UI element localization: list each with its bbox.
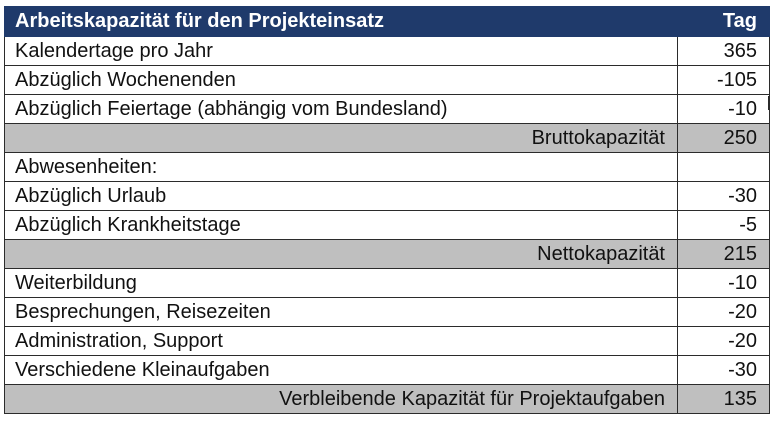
row-label[interactable]: Abzüglich Urlaub — [4, 181, 678, 211]
subtotal-row: Nettokapazität 215 — [4, 239, 770, 269]
unit-column-header: Tag — [677, 6, 770, 37]
row-value[interactable]: -20 — [677, 297, 770, 327]
row-value[interactable]: -10 — [677, 94, 770, 124]
row-label[interactable]: Kalendertage pro Jahr — [4, 36, 678, 66]
capacity-table-container: Arbeitskapazität für den Projekteinsatz … — [4, 6, 770, 414]
subtotal-label[interactable]: Bruttokapazität — [4, 123, 678, 153]
subtotal-value[interactable]: 250 — [677, 123, 770, 153]
row-label[interactable]: Verschiedene Kleinaufgaben — [4, 355, 678, 385]
subtotal-label[interactable]: Verbleibende Kapazität für Projektaufgab… — [4, 384, 678, 414]
row-value[interactable]: -30 — [677, 355, 770, 385]
row-value[interactable]: 365 — [677, 36, 770, 66]
row-label[interactable]: Administration, Support — [4, 326, 678, 356]
row-label[interactable]: Weiterbildung — [4, 268, 678, 298]
table-row: Abzüglich Krankheitstage -5 — [4, 210, 770, 240]
cell-border-fragment — [768, 96, 769, 110]
table-title: Arbeitskapazität für den Projekteinsatz — [4, 6, 678, 37]
row-label[interactable]: Abzüglich Wochenenden — [4, 65, 678, 95]
table-header-row: Arbeitskapazität für den Projekteinsatz … — [4, 6, 770, 37]
table-row: Abzüglich Feiertage (abhängig vom Bundes… — [4, 94, 770, 124]
subtotal-value[interactable]: 135 — [677, 384, 770, 414]
table-body: Kalendertage pro Jahr 365 Abzüglich Woch… — [4, 36, 770, 414]
subtotal-row: Verbleibende Kapazität für Projektaufgab… — [4, 384, 770, 414]
table-row: Abzüglich Wochenenden -105 — [4, 65, 770, 95]
subtotal-value[interactable]: 215 — [677, 239, 770, 269]
row-value[interactable] — [677, 152, 770, 182]
row-value[interactable]: -30 — [677, 181, 770, 211]
row-value[interactable]: -5 — [677, 210, 770, 240]
table-row: Weiterbildung -10 — [4, 268, 770, 298]
row-label[interactable]: Besprechungen, Reisezeiten — [4, 297, 678, 327]
subtotal-label[interactable]: Nettokapazität — [4, 239, 678, 269]
table-row: Abwesenheiten: — [4, 152, 770, 182]
table-row: Kalendertage pro Jahr 365 — [4, 36, 770, 66]
section-label[interactable]: Abwesenheiten: — [4, 152, 678, 182]
row-value[interactable]: -105 — [677, 65, 770, 95]
row-label[interactable]: Abzüglich Krankheitstage — [4, 210, 678, 240]
table-row: Besprechungen, Reisezeiten -20 — [4, 297, 770, 327]
table-row: Administration, Support -20 — [4, 326, 770, 356]
capacity-table: Arbeitskapazität für den Projekteinsatz … — [4, 6, 770, 414]
row-value[interactable]: -20 — [677, 326, 770, 356]
table-row: Verschiedene Kleinaufgaben -30 — [4, 355, 770, 385]
table-row: Abzüglich Urlaub -30 — [4, 181, 770, 211]
subtotal-row: Bruttokapazität 250 — [4, 123, 770, 153]
row-label[interactable]: Abzüglich Feiertage (abhängig vom Bundes… — [4, 94, 678, 124]
row-value[interactable]: -10 — [677, 268, 770, 298]
